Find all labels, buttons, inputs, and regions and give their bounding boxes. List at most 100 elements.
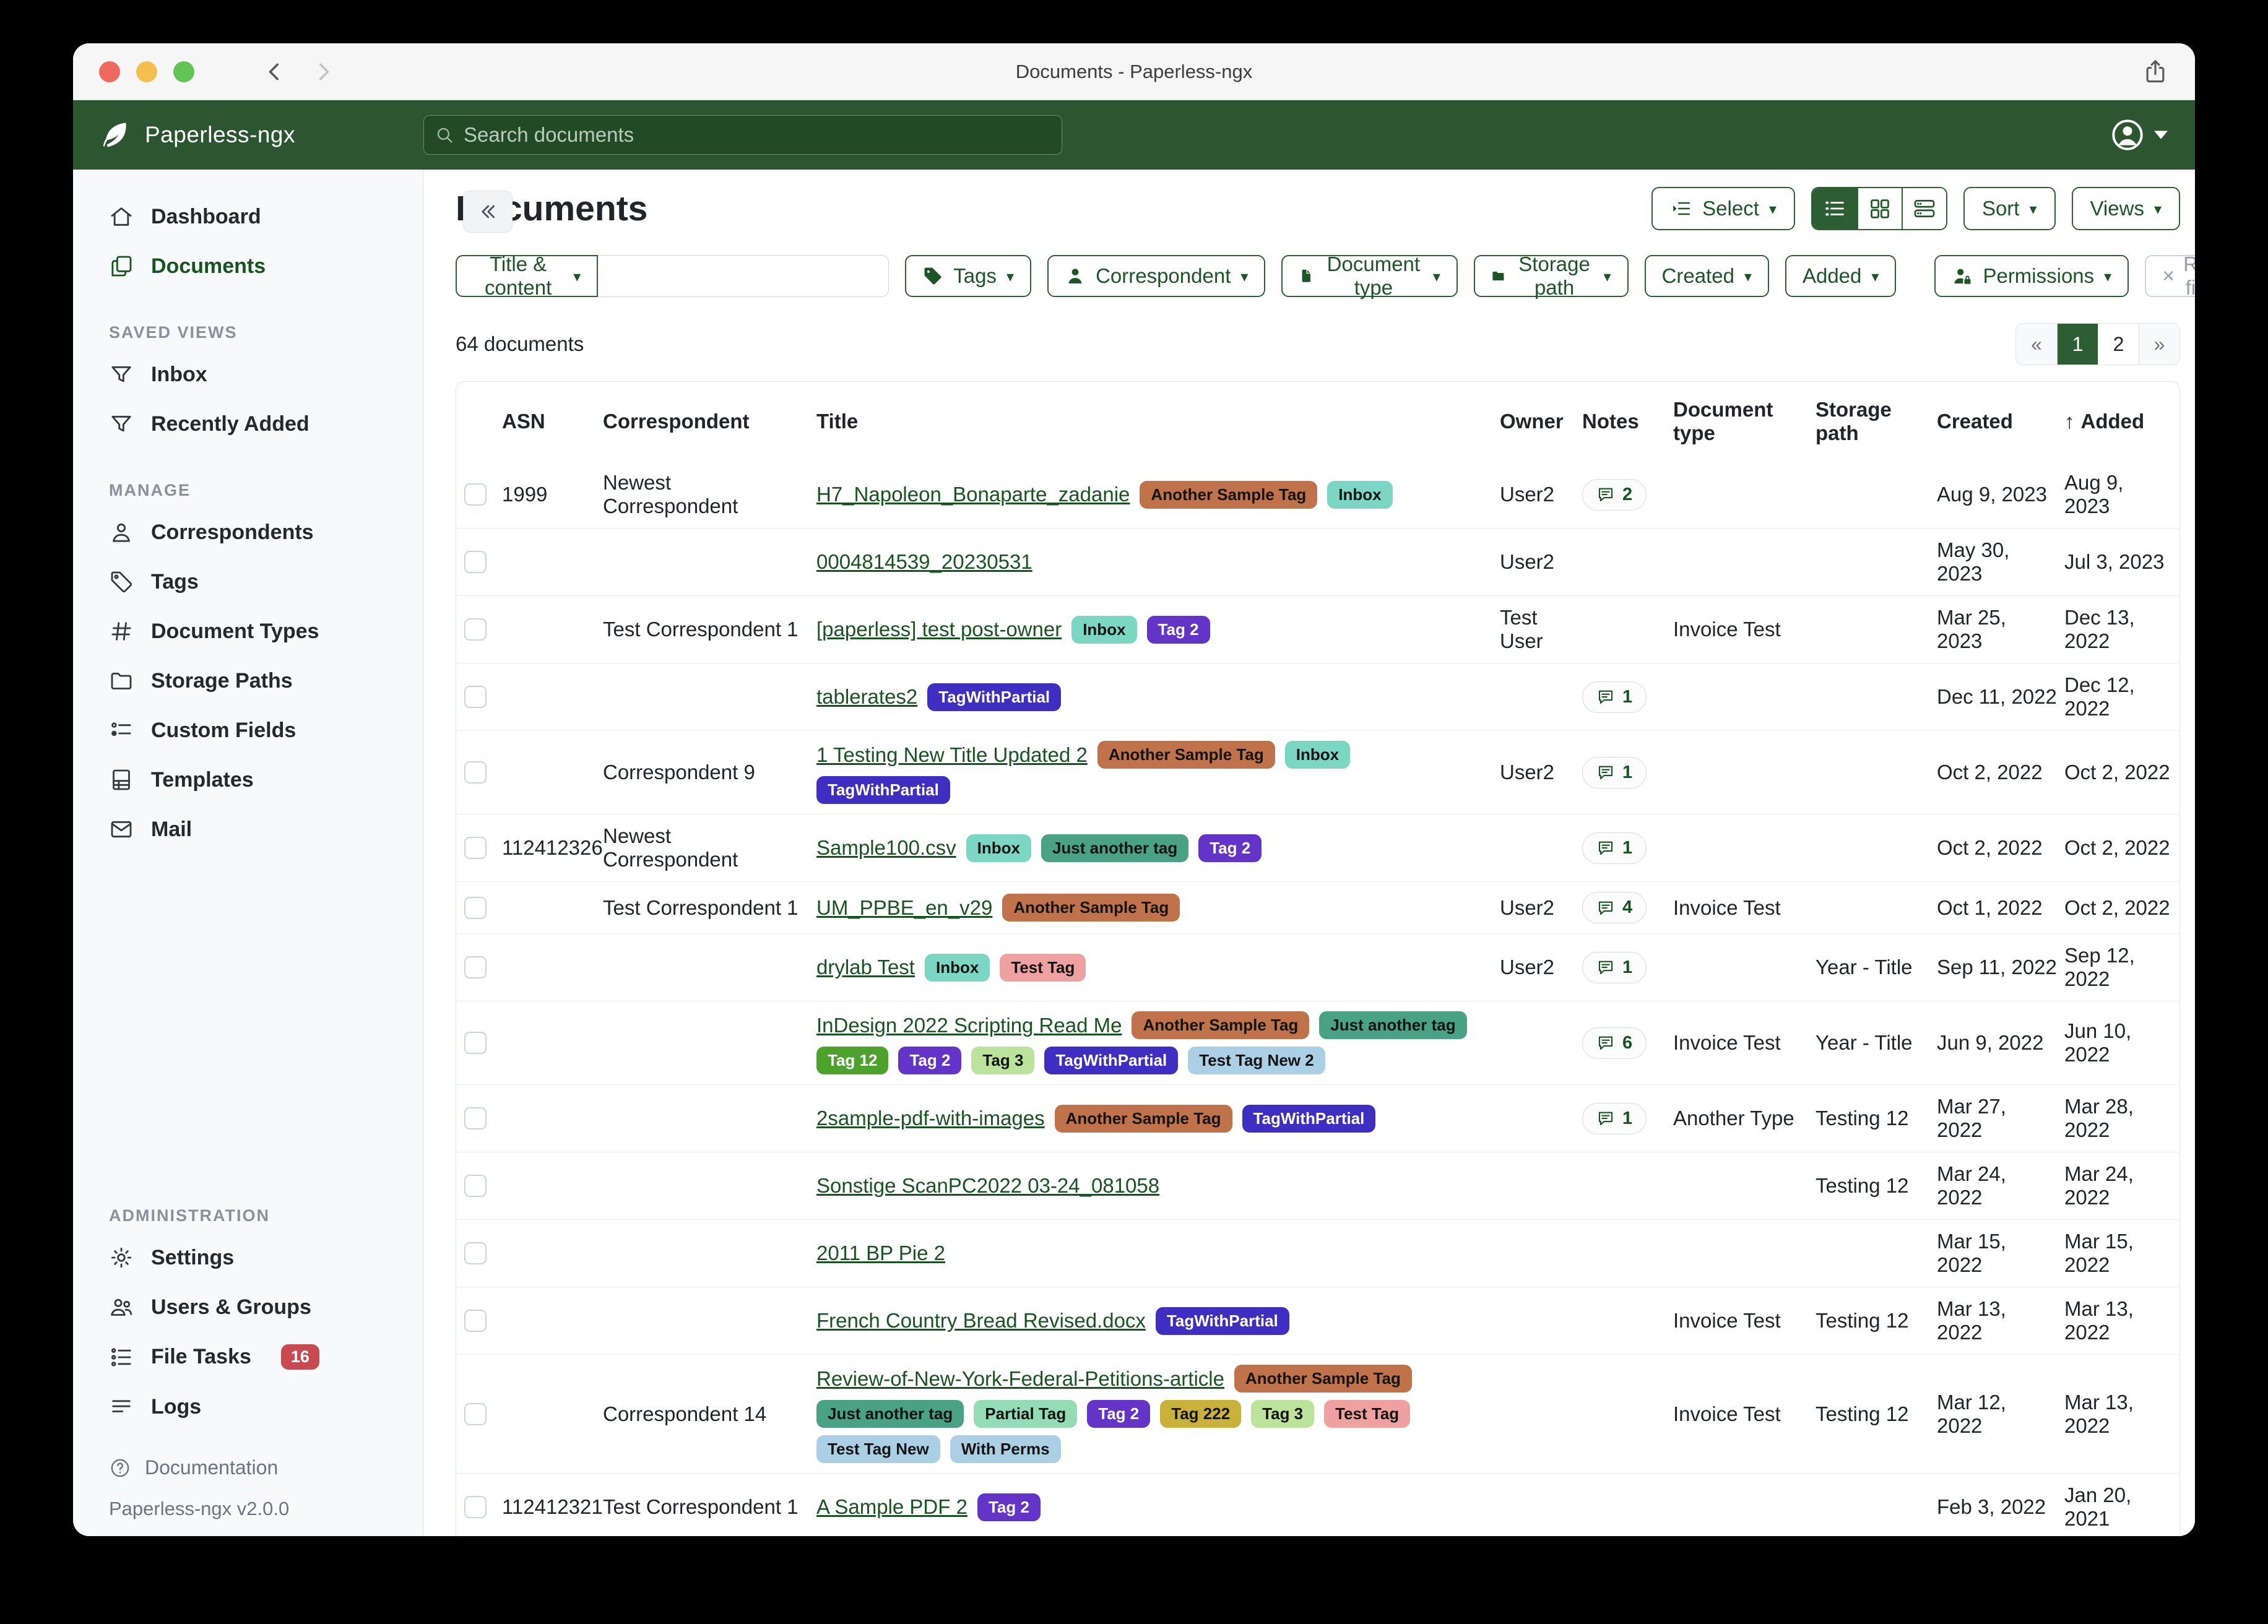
filter-permissions-button[interactable]: Permissions ▾ bbox=[1934, 255, 2129, 297]
views-button[interactable]: Views ▾ bbox=[2071, 187, 2180, 230]
notes-pill[interactable]: 1 bbox=[1582, 951, 1647, 983]
row-checkbox[interactable] bbox=[464, 483, 487, 506]
tag-pill-tag-3[interactable]: Tag 3 bbox=[1251, 1400, 1315, 1428]
tag-pill-another-sample-tag[interactable]: Another Sample Tag bbox=[1002, 894, 1180, 922]
search-input[interactable] bbox=[423, 115, 1062, 155]
minimize-button[interactable] bbox=[136, 61, 157, 82]
view-grid-toggle[interactable] bbox=[1856, 188, 1902, 229]
document-title-link[interactable]: Sonstige ScanPC2022 03-24_081058 bbox=[816, 1174, 1160, 1197]
tag-pill-tagwithpartial[interactable]: TagWithPartial bbox=[1155, 1307, 1289, 1335]
back-icon[interactable] bbox=[262, 59, 287, 84]
share-icon[interactable] bbox=[2142, 58, 2169, 85]
notes-pill[interactable]: 2 bbox=[1582, 478, 1647, 511]
column-header-asn[interactable]: ASN bbox=[502, 410, 545, 433]
select-button[interactable]: Select ▾ bbox=[1651, 187, 1795, 230]
tag-pill-tag-2[interactable]: Tag 2 bbox=[1087, 1400, 1151, 1428]
filter-document-type-button[interactable]: Document type ▾ bbox=[1281, 253, 1458, 299]
document-title-link[interactable]: A Sample PDF 2 bbox=[816, 1495, 967, 1518]
filter-correspondent-button[interactable]: Correspondent ▾ bbox=[1047, 255, 1266, 297]
pagination-page-1[interactable]: 1 bbox=[2057, 324, 2098, 365]
title-content-input[interactable] bbox=[598, 255, 889, 297]
tag-pill-inbox[interactable]: Inbox bbox=[924, 953, 990, 982]
document-title-link[interactable]: Review-of-New-York-Federal-Petitions-art… bbox=[816, 1367, 1224, 1390]
document-title-link[interactable]: 2011 BP Pie 2 bbox=[816, 1242, 945, 1264]
sidebar-item-inbox[interactable]: Inbox bbox=[73, 350, 423, 399]
tag-pill-just-another-tag[interactable]: Just another tag bbox=[1041, 834, 1189, 862]
document-title-link[interactable]: 2sample-pdf-with-images bbox=[816, 1107, 1045, 1129]
tag-pill-inbox[interactable]: Inbox bbox=[966, 834, 1031, 862]
tag-pill-inbox[interactable]: Inbox bbox=[1327, 480, 1393, 509]
tag-pill-tag-2[interactable]: Tag 2 bbox=[1198, 834, 1262, 862]
tag-pill-tagwithpartial[interactable]: TagWithPartial bbox=[1044, 1047, 1179, 1074]
tag-pill-test-tag[interactable]: Test Tag bbox=[1324, 1400, 1411, 1428]
tag-pill-tagwithpartial[interactable]: TagWithPartial bbox=[1242, 1104, 1376, 1133]
row-checkbox[interactable] bbox=[464, 761, 487, 784]
sidebar-item-documents[interactable]: Documents bbox=[73, 241, 423, 291]
documentation-link[interactable]: Documentation bbox=[109, 1456, 423, 1479]
notes-pill[interactable]: 1 bbox=[1582, 832, 1647, 864]
document-title-link[interactable]: French Country Bread Revised.docx bbox=[816, 1309, 1146, 1332]
tag-pill-test-tag[interactable]: Test Tag bbox=[1000, 953, 1086, 982]
tag-pill-with-perms[interactable]: With Perms bbox=[950, 1435, 1061, 1463]
document-title-link[interactable]: [paperless] test post-owner bbox=[816, 618, 1062, 641]
row-checkbox[interactable] bbox=[464, 1242, 487, 1264]
notes-pill[interactable]: 1 bbox=[1582, 1102, 1647, 1134]
tag-pill-another-sample-tag[interactable]: Another Sample Tag bbox=[1132, 1011, 1310, 1039]
notes-pill[interactable]: 6 bbox=[1582, 1027, 1647, 1059]
column-header-created[interactable]: Created bbox=[1937, 410, 2013, 433]
title-content-dropdown-button[interactable]: Title & content ▾ bbox=[456, 253, 599, 299]
notes-pill[interactable]: 1 bbox=[1582, 756, 1647, 788]
pagination-prev[interactable]: « bbox=[2016, 324, 2057, 365]
view-list-toggle[interactable] bbox=[1812, 188, 1857, 229]
tag-pill-tag-12[interactable]: Tag 12 bbox=[816, 1047, 889, 1074]
row-checkbox[interactable] bbox=[464, 686, 487, 708]
sidebar-item-file-tasks[interactable]: File Tasks 16 bbox=[73, 1332, 423, 1382]
column-header-document-type[interactable]: Document type bbox=[1673, 398, 1773, 444]
tag-pill-tag-2[interactable]: Tag 2 bbox=[977, 1493, 1041, 1521]
tag-pill-just-another-tag[interactable]: Just another tag bbox=[1319, 1011, 1467, 1039]
row-checkbox[interactable] bbox=[464, 551, 487, 573]
sidebar-item-dashboard[interactable]: Dashboard bbox=[73, 192, 423, 241]
document-title-link[interactable]: Sample100.csv bbox=[816, 836, 956, 859]
forward-icon[interactable] bbox=[311, 59, 335, 84]
sort-button[interactable]: Sort ▾ bbox=[1963, 187, 2056, 230]
tag-pill-another-sample-tag[interactable]: Another Sample Tag bbox=[1234, 1365, 1412, 1393]
column-header-notes[interactable]: Notes bbox=[1582, 410, 1639, 433]
sidebar-item-correspondents[interactable]: Correspondents bbox=[73, 508, 423, 557]
notes-pill[interactable]: 4 bbox=[1582, 892, 1647, 923]
brand[interactable]: Paperless-ngx bbox=[100, 120, 423, 150]
column-header-correspondent[interactable]: Correspondent bbox=[603, 410, 750, 433]
sidebar-item-logs[interactable]: Logs bbox=[73, 1382, 423, 1432]
reset-filters-button[interactable]: × Reset filters bbox=[2145, 253, 2195, 299]
filter-tags-button[interactable]: Tags ▾ bbox=[905, 255, 1032, 297]
pagination-next[interactable]: » bbox=[2139, 324, 2179, 365]
tag-pill-just-another-tag[interactable]: Just another tag bbox=[816, 1400, 964, 1428]
filter-added-button[interactable]: Added ▾ bbox=[1785, 255, 1897, 297]
column-header-title[interactable]: Title bbox=[816, 410, 859, 433]
document-title-link[interactable]: 1 Testing New Title Updated 2 bbox=[816, 743, 1088, 766]
zoom-button[interactable] bbox=[173, 61, 194, 82]
sidebar-item-users-groups[interactable]: Users & Groups bbox=[73, 1282, 423, 1332]
sidebar-item-document-types[interactable]: Document Types bbox=[73, 607, 423, 656]
tag-pill-tagwithpartial[interactable]: TagWithPartial bbox=[816, 776, 950, 804]
tag-pill-another-sample-tag[interactable]: Another Sample Tag bbox=[1054, 1104, 1232, 1133]
sort-ascending-icon[interactable]: ↑ bbox=[2064, 410, 2075, 433]
document-title-link[interactable]: 0004814539_20230531 bbox=[816, 550, 1032, 573]
row-checkbox[interactable] bbox=[464, 1175, 487, 1197]
column-header-owner[interactable]: Owner bbox=[1500, 410, 1564, 433]
tag-pill-inbox[interactable]: Inbox bbox=[1071, 615, 1137, 644]
tag-pill-another-sample-tag[interactable]: Another Sample Tag bbox=[1140, 480, 1318, 509]
row-checkbox[interactable] bbox=[464, 1107, 487, 1129]
sidebar-item-templates[interactable]: Templates bbox=[73, 755, 423, 805]
close-button[interactable] bbox=[99, 61, 120, 82]
tag-pill-test-tag-new[interactable]: Test Tag New bbox=[816, 1435, 940, 1463]
document-title-link[interactable]: UM_PPBE_en_v29 bbox=[816, 896, 993, 919]
document-title-link[interactable]: drylab Test bbox=[816, 956, 915, 978]
tag-pill-test-tag-new-2[interactable]: Test Tag New 2 bbox=[1188, 1047, 1325, 1074]
view-detail-toggle[interactable] bbox=[1901, 188, 1946, 229]
pagination-page-2[interactable]: 2 bbox=[2098, 324, 2139, 365]
notes-pill[interactable]: 1 bbox=[1582, 681, 1647, 713]
document-title-link[interactable]: H7_Napoleon_Bonaparte_zadanie bbox=[816, 483, 1130, 506]
tag-pill-tagwithpartial[interactable]: TagWithPartial bbox=[927, 683, 1062, 711]
row-checkbox[interactable] bbox=[464, 1310, 487, 1332]
